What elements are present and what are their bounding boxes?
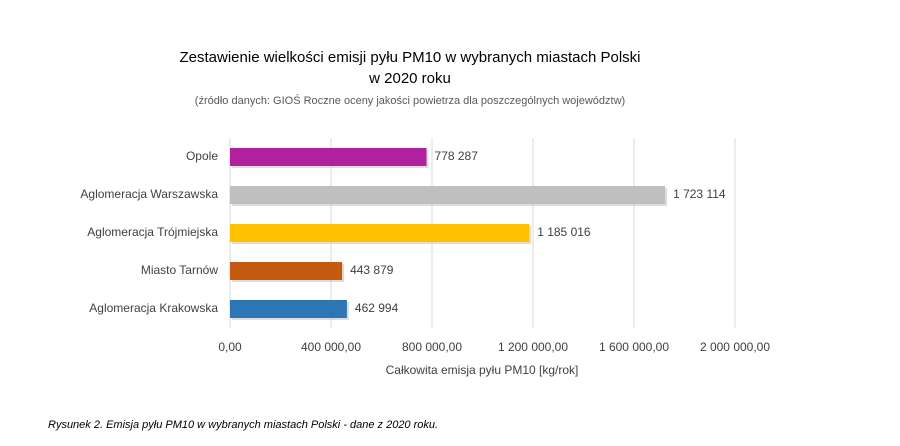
bar bbox=[230, 186, 666, 204]
data-label: 443 879 bbox=[350, 263, 394, 277]
x-axis-label: Całkowita emisja pyłu PM10 [kg/rok] bbox=[386, 363, 579, 377]
x-tick-label: 1 200 000,00 bbox=[498, 340, 568, 354]
data-label: 1 185 016 bbox=[537, 225, 591, 239]
data-label: 778 287 bbox=[435, 149, 479, 163]
x-tick-label: 0,00 bbox=[218, 340, 242, 354]
x-tick-label: 800 000,00 bbox=[402, 340, 462, 354]
chart-subtitle: (źródło danych: GIOŚ Roczne oceny jakośc… bbox=[195, 94, 625, 107]
y-tick-label: Miasto Tarnów bbox=[141, 263, 218, 277]
x-tick-label: 1 600 000,00 bbox=[599, 340, 669, 354]
bar bbox=[230, 224, 530, 242]
x-tick-label: 2 000 000,00 bbox=[700, 340, 770, 354]
caption: Rysunek 2. Emisja pyłu PM10 w wybranych … bbox=[48, 419, 438, 431]
y-tick-label: Aglomeracja Warszawska bbox=[80, 187, 218, 201]
data-label: 462 994 bbox=[355, 301, 399, 315]
x-tick-label: 400 000,00 bbox=[301, 340, 361, 354]
y-tick-label: Aglomeracja Krakowska bbox=[89, 301, 218, 315]
chart-title: Zestawienie wielkości emisji pyłu PM10 w… bbox=[180, 49, 641, 66]
bar bbox=[230, 262, 343, 280]
chart-title: w 2020 roku bbox=[368, 70, 451, 87]
bar bbox=[230, 148, 427, 166]
data-label: 1 723 114 bbox=[673, 187, 726, 201]
y-tick-label: Aglomeracja Trójmiejska bbox=[87, 225, 218, 239]
bar bbox=[230, 300, 347, 318]
y-tick-label: Opole bbox=[186, 149, 218, 163]
